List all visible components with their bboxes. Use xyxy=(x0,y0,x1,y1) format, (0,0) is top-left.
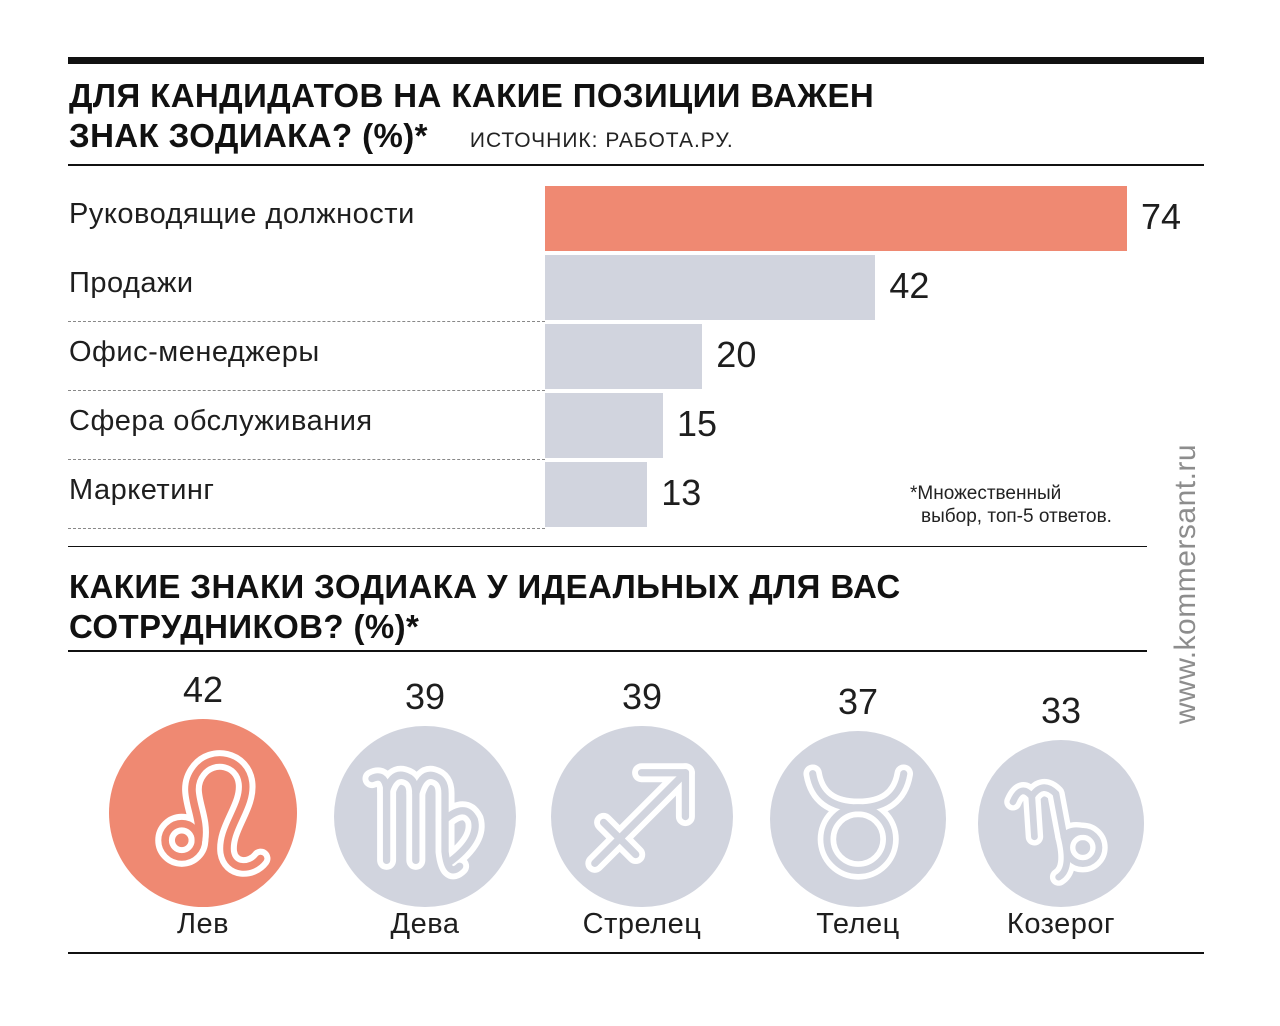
row-separator xyxy=(68,528,545,529)
bar-category-label: Руководящие должности xyxy=(69,198,415,230)
section-divider xyxy=(68,546,1147,547)
source-label: ИСТОЧНИК: РАБОТА.РУ. xyxy=(469,129,734,152)
sign-name-label: Козерог xyxy=(1006,908,1116,940)
top-rule xyxy=(68,57,1204,64)
capricorn-icon xyxy=(1003,779,1108,887)
sign-name-label: Лев xyxy=(176,908,230,940)
chart-title-positions-line1: ДЛЯ КАНДИДАТОВ НА КАКИЕ ПОЗИЦИИ ВАЖЕН xyxy=(69,77,875,114)
chart-title-signs-line1: КАКИЕ ЗНАКИ ЗОДИАКА У ИДЕАЛЬНЫХ ДЛЯ ВАС xyxy=(69,568,901,605)
sign-circle xyxy=(551,725,733,907)
leo-icon xyxy=(155,750,271,877)
sign-name-label: Стрелец xyxy=(582,908,702,940)
bar xyxy=(545,255,876,320)
footnote: *Множественный выбор, топ-5 ответов. xyxy=(910,482,1112,528)
bar-value-label: 13 xyxy=(661,472,702,513)
sign-circle xyxy=(109,719,297,907)
sign-value-label: 33 xyxy=(1040,690,1082,732)
bar-category-label: Маркетинг xyxy=(69,474,215,506)
sign-value-label: 39 xyxy=(621,675,663,717)
taurus-icon xyxy=(803,763,913,880)
bar xyxy=(545,324,703,389)
bar-category-label: Сфера обслуживания xyxy=(69,405,373,437)
row-separator xyxy=(68,321,545,322)
bar-value-label: 74 xyxy=(1141,196,1182,237)
bar xyxy=(545,393,663,458)
bar-category-label: Офис-менеджеры xyxy=(69,336,320,368)
sagittarius-icon xyxy=(585,763,696,873)
watermark: www.kommersant.ru xyxy=(1169,443,1202,725)
bar-row: Руководящие должности 74 xyxy=(0,166,1280,251)
sign-circle xyxy=(769,730,947,907)
sign-value-label: 42 xyxy=(182,669,224,710)
bar-category-label: Продажи xyxy=(69,267,194,299)
sign-value-label: 37 xyxy=(837,680,879,722)
chart-title-signs-line2: СОТРУДНИКОВ? (%)* xyxy=(69,608,420,645)
bar-value-label: 15 xyxy=(676,403,718,444)
bar-value-label: 20 xyxy=(716,334,757,375)
bar-value-label: 42 xyxy=(889,265,930,306)
bar-row: Маркетинг 13 xyxy=(0,442,1280,527)
virgo-icon xyxy=(362,765,486,880)
chart-title-positions-line2: ЗНАК ЗОДИАКА? (%)* xyxy=(69,117,428,154)
chart-title-signs: КАКИЕ ЗНАКИ ЗОДИАКА У ИДЕАЛЬНЫХ ДЛЯ ВАС … xyxy=(69,567,901,647)
sign-name-label: Телец xyxy=(816,908,900,940)
chart-title-positions: ДЛЯ КАНДИДАТОВ НА КАКИЕ ПОЗИЦИИ ВАЖЕН ЗН… xyxy=(69,76,874,161)
bar-row: Сфера обслуживания 15 xyxy=(0,373,1280,458)
bar xyxy=(545,186,1127,251)
bottom-rule xyxy=(68,952,1204,954)
row-separator xyxy=(68,390,545,391)
section-rule xyxy=(68,164,1204,166)
sign-circle xyxy=(334,725,516,907)
footnote-line1: *Множественный xyxy=(910,483,1062,504)
section-rule-2 xyxy=(68,650,1147,652)
footnote-line2: выбор, топ-5 ответов. xyxy=(921,506,1112,527)
sign-circle xyxy=(977,740,1145,907)
bar-row: Офис-менеджеры 20 xyxy=(0,304,1280,389)
bar xyxy=(545,462,648,527)
bar-row: Продажи 42 xyxy=(0,235,1280,320)
row-separator xyxy=(68,459,545,460)
sign-name-label: Дева xyxy=(390,908,460,940)
sign-value-label: 39 xyxy=(404,675,446,717)
